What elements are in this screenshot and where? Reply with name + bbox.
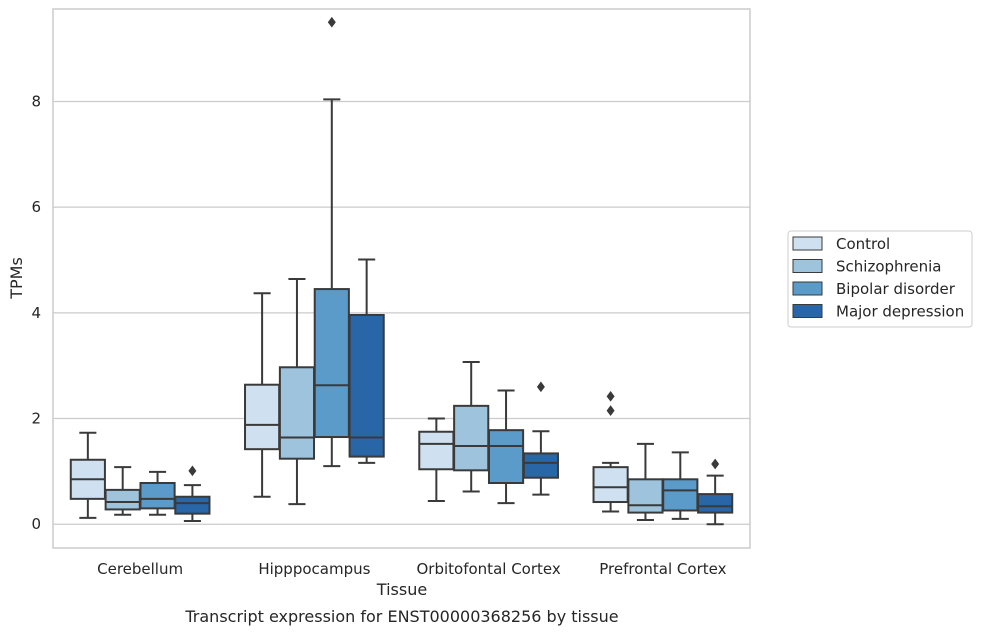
- box-3-0: [592, 391, 629, 513]
- box-rect: [244, 383, 281, 451]
- box-rect: [104, 488, 141, 511]
- legend-swatch: [792, 304, 823, 318]
- outlier-point: [606, 405, 615, 416]
- x-axis-label: Tissue: [376, 580, 427, 599]
- legend-label: Bipolar disorder: [836, 280, 956, 298]
- chart-title: Transcript expression for ENST0000036825…: [184, 607, 618, 626]
- legend: Control Schizophrenia Bipolar disorder Majo…: [787, 230, 973, 328]
- outlier-point: [327, 16, 336, 28]
- y-tick-label: 4: [31, 304, 41, 322]
- legend-swatch: [792, 236, 823, 251]
- box-rect: [522, 452, 559, 479]
- box-rect: [313, 288, 350, 439]
- box-0-0: [69, 431, 106, 519]
- x-tick-label: Cerebellum: [97, 560, 183, 578]
- box-rect: [592, 466, 629, 504]
- box-rect: [278, 366, 316, 460]
- box-0-2: [139, 470, 176, 516]
- box-3-2: [662, 451, 699, 520]
- box-0-3: [174, 465, 211, 523]
- y-tick-label: 6: [31, 198, 41, 216]
- legend-label: Schizophrenia: [836, 258, 941, 276]
- x-tick-label: Hipppocampus: [258, 560, 370, 578]
- box-1-1: [278, 278, 316, 506]
- box-1-2: [313, 16, 350, 468]
- outlier-point: [606, 391, 615, 402]
- y-tick-labels: 0 2 4 6 8: [31, 92, 41, 533]
- box-3-3: [697, 458, 734, 526]
- y-tick-label: 2: [31, 410, 41, 428]
- box-0-1: [104, 466, 141, 516]
- legend-label: Major depression: [836, 303, 964, 321]
- outlier-point: [188, 465, 197, 477]
- box-3-1: [627, 442, 664, 521]
- legend-items: Control Schizophrenia Bipolar disorder Majo…: [792, 235, 964, 321]
- box-rect: [627, 478, 664, 514]
- x-tick-labels: Cerebellum Hipppocampus Orbitofontal Corte…: [97, 560, 726, 578]
- legend-frame: [787, 230, 973, 328]
- box-rect: [697, 493, 734, 514]
- box-1-3: [348, 258, 385, 464]
- legend-swatch: [792, 281, 823, 296]
- y-tick-label: 0: [31, 515, 41, 533]
- legend-swatch: [792, 259, 823, 273]
- box-rect: [348, 313, 385, 458]
- plot-area-frame: [52, 8, 751, 549]
- gridlines: [53, 100, 750, 525]
- box-rect: [662, 478, 699, 512]
- box-rect: [139, 482, 176, 510]
- y-tick-label: 8: [31, 92, 41, 110]
- x-tick-label: Prefrontal Cortex: [599, 560, 726, 578]
- box-2-3: [522, 381, 559, 496]
- boxes-layer: [69, 16, 734, 526]
- box-1-0: [244, 292, 281, 498]
- x-tick-label: Orbitofontal Cortex: [417, 560, 561, 578]
- legend-label: Control: [836, 235, 890, 253]
- outlier-point: [536, 381, 545, 393]
- outlier-point: [711, 458, 720, 470]
- box-2-1: [453, 360, 490, 493]
- box-2-0: [418, 417, 455, 502]
- box-2-2: [487, 389, 525, 505]
- y-axis-label: TPMs: [7, 257, 26, 300]
- box-rect: [453, 404, 490, 472]
- box-rect: [418, 430, 455, 471]
- box-rect: [487, 429, 525, 485]
- box-rect: [174, 495, 211, 515]
